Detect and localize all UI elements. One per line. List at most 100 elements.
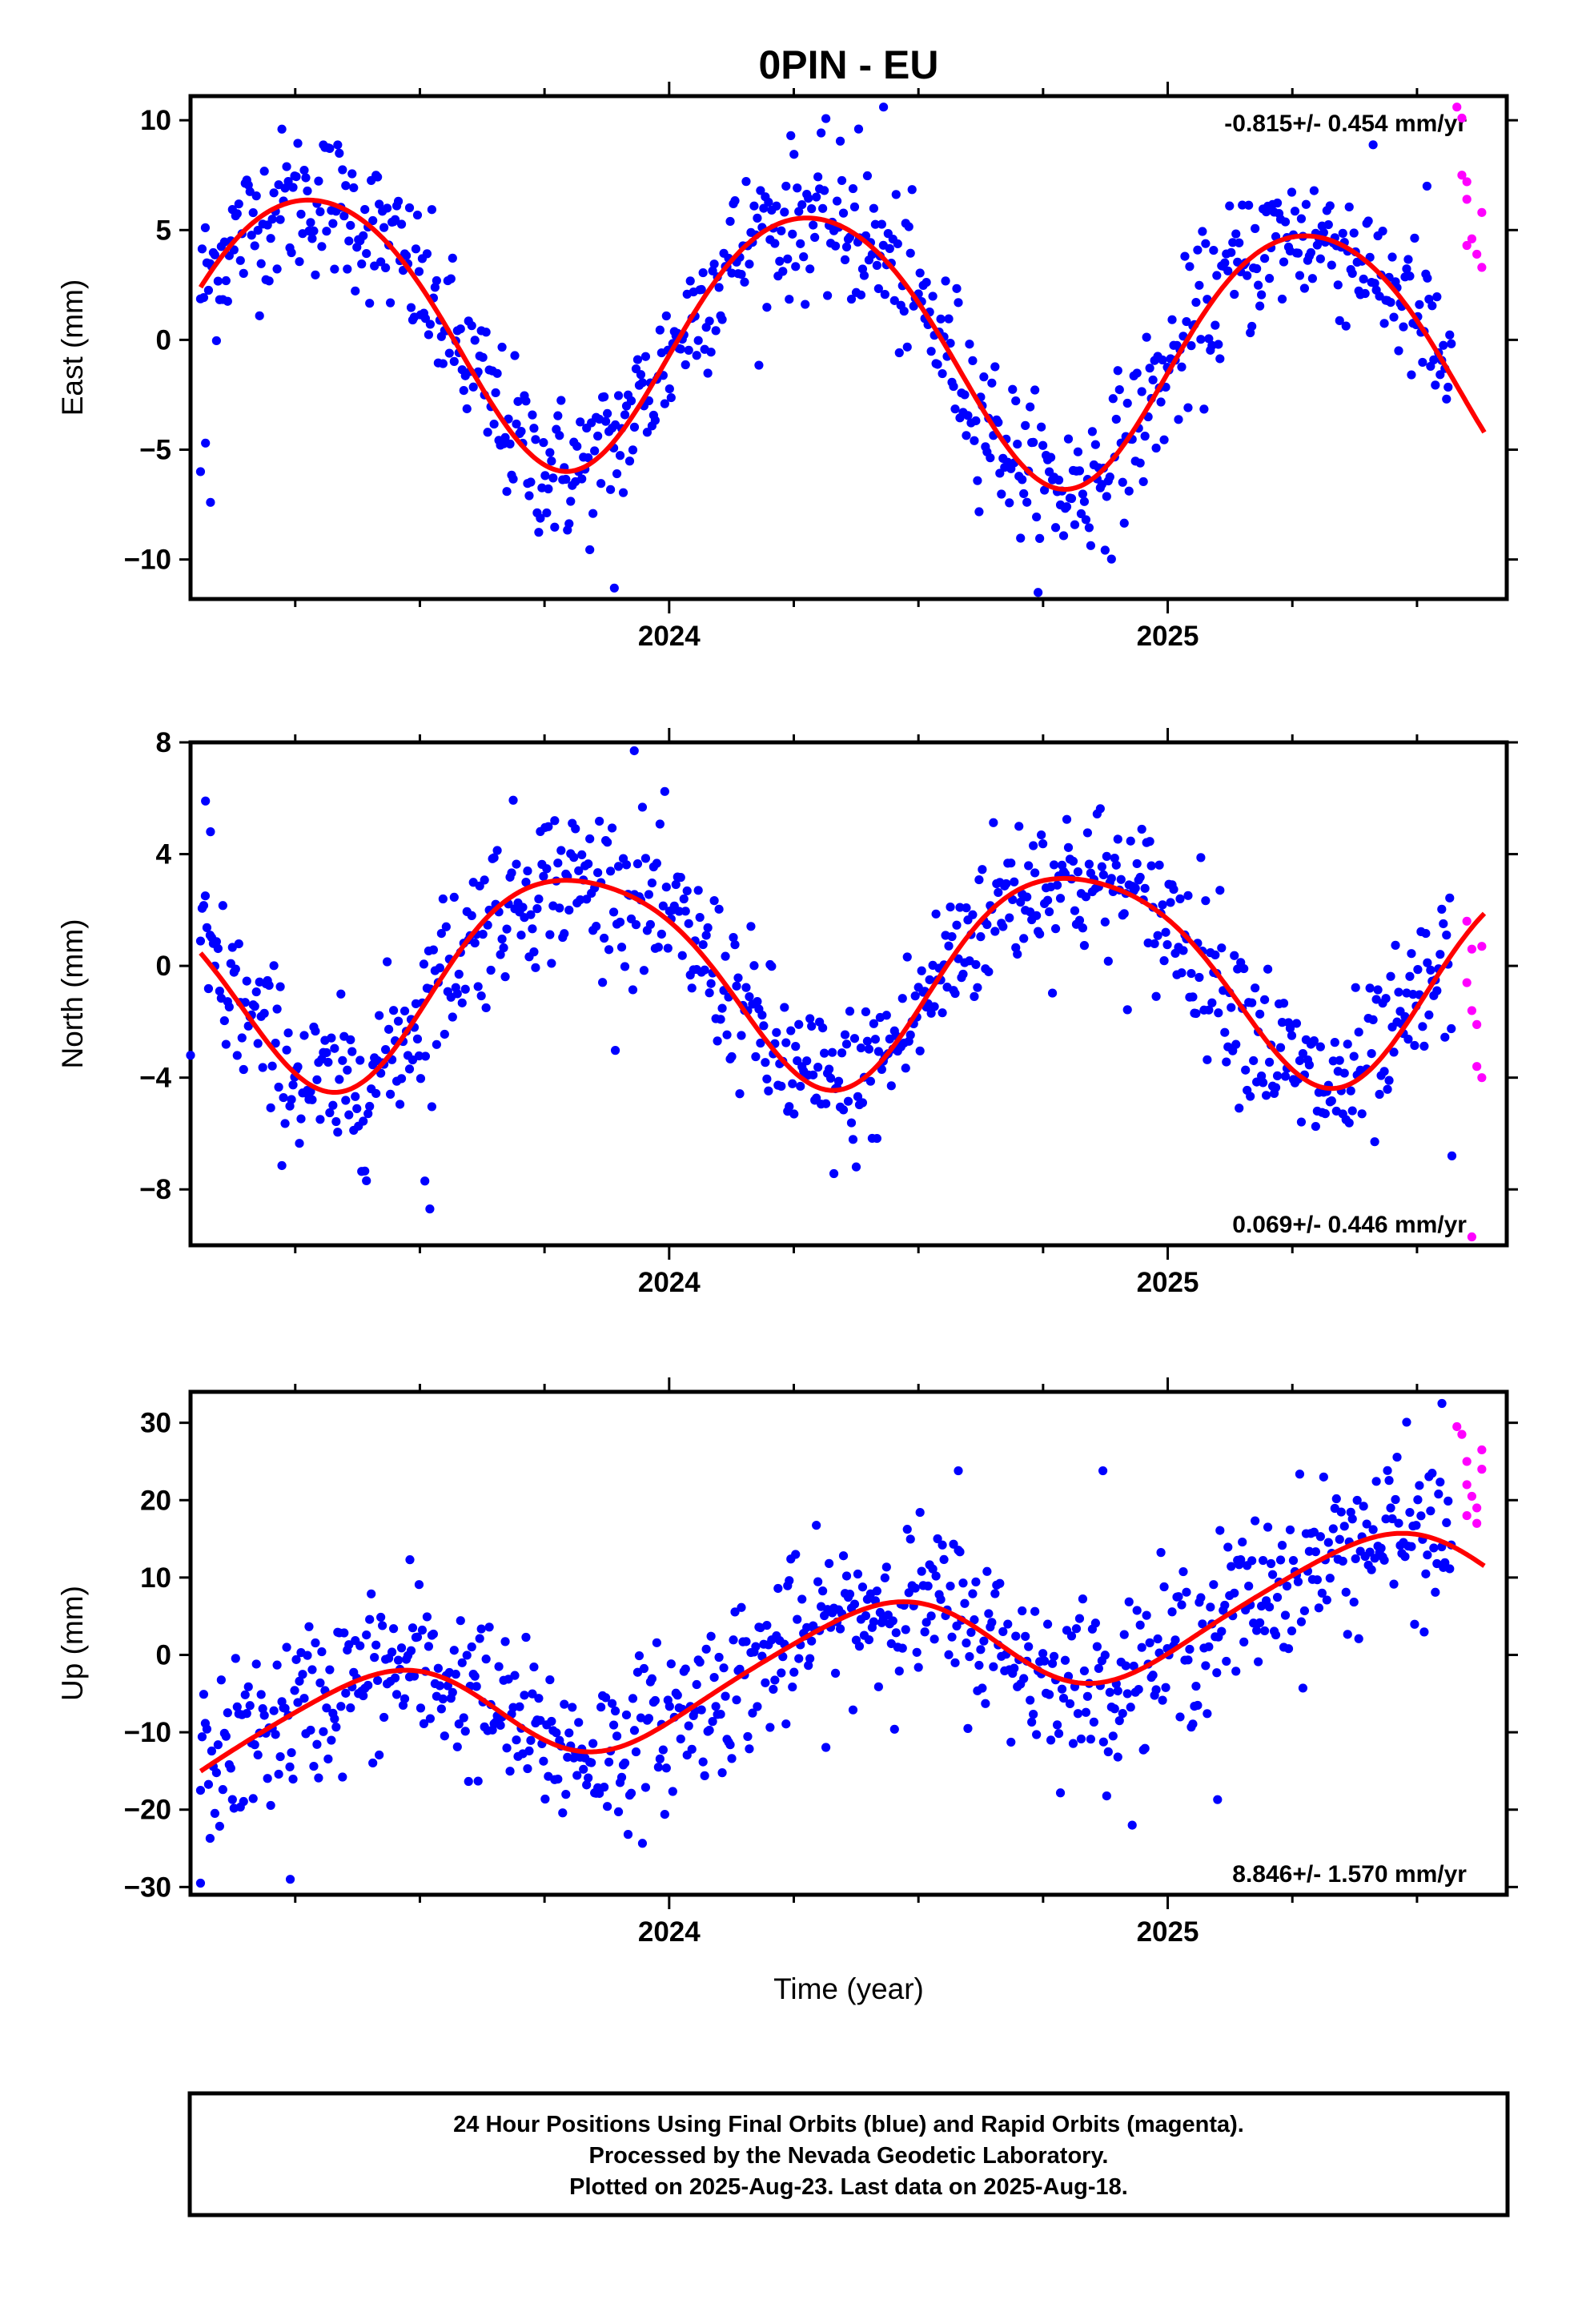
data-point bbox=[762, 1074, 772, 1084]
data-point bbox=[263, 1774, 272, 1783]
data-point bbox=[778, 267, 788, 276]
data-point bbox=[962, 1638, 971, 1648]
data-point bbox=[275, 215, 285, 224]
data-point bbox=[480, 875, 489, 885]
data-point bbox=[457, 1658, 467, 1667]
data-point bbox=[1423, 958, 1432, 967]
y-tick-label: −4 bbox=[139, 1063, 171, 1094]
data-point bbox=[805, 1014, 815, 1023]
data-point bbox=[1259, 1078, 1268, 1088]
data-point bbox=[1044, 1690, 1054, 1699]
rapid-point bbox=[1467, 944, 1477, 954]
data-point bbox=[1432, 986, 1442, 995]
data-point bbox=[291, 1655, 301, 1664]
data-point bbox=[593, 868, 603, 878]
data-point bbox=[926, 1008, 936, 1018]
data-point bbox=[508, 474, 518, 484]
footer-line-3: Plotted on 2025-Aug-23. Last data on 202… bbox=[569, 2174, 1128, 2200]
data-point bbox=[1027, 1717, 1037, 1727]
data-point bbox=[307, 234, 317, 243]
data-point bbox=[287, 1747, 296, 1758]
data-point bbox=[521, 878, 531, 887]
data-point bbox=[1252, 1626, 1262, 1635]
data-point bbox=[245, 187, 255, 196]
rapid-point bbox=[1462, 1510, 1472, 1521]
data-point bbox=[772, 1027, 781, 1037]
data-point bbox=[1188, 992, 1198, 1002]
data-point bbox=[1068, 856, 1078, 866]
data-point bbox=[346, 1703, 355, 1713]
data-point bbox=[596, 479, 606, 489]
data-point bbox=[1029, 841, 1038, 850]
data-point bbox=[408, 1055, 418, 1065]
data-point bbox=[512, 859, 521, 869]
data-point bbox=[946, 338, 955, 348]
data-point bbox=[820, 1048, 829, 1058]
data-point bbox=[390, 1673, 400, 1683]
data-point bbox=[1126, 836, 1135, 846]
data-point bbox=[416, 1703, 426, 1713]
data-point bbox=[1231, 1039, 1241, 1049]
data-point bbox=[1183, 403, 1193, 412]
data-point bbox=[700, 965, 709, 975]
data-point bbox=[777, 1668, 786, 1678]
data-point bbox=[362, 248, 371, 259]
data-point bbox=[926, 1611, 936, 1621]
data-point bbox=[947, 931, 957, 942]
data-point bbox=[240, 1690, 250, 1699]
data-point bbox=[1047, 1659, 1058, 1668]
data-point bbox=[393, 196, 404, 206]
data-point bbox=[1279, 999, 1289, 1008]
data-point bbox=[339, 1628, 349, 1638]
data-point bbox=[325, 1108, 335, 1118]
data-point bbox=[1062, 502, 1072, 512]
data-point bbox=[698, 939, 708, 950]
data-point bbox=[1227, 1003, 1236, 1012]
data-point bbox=[809, 1070, 818, 1080]
data-point bbox=[1203, 1709, 1212, 1719]
data-point bbox=[1293, 1577, 1303, 1586]
data-point bbox=[820, 186, 829, 195]
data-point bbox=[199, 292, 209, 303]
y-tick-label: 0 bbox=[156, 324, 171, 356]
data-point bbox=[1140, 1743, 1150, 1753]
data-point bbox=[385, 298, 396, 308]
data-point bbox=[1178, 1566, 1188, 1577]
data-point bbox=[250, 1740, 259, 1750]
data-point bbox=[267, 215, 277, 224]
data-point bbox=[379, 223, 389, 232]
rapid-point bbox=[1477, 1073, 1487, 1083]
data-point bbox=[1211, 320, 1220, 330]
data-point bbox=[526, 477, 536, 487]
data-point bbox=[907, 185, 917, 195]
data-point bbox=[817, 128, 826, 138]
data-point bbox=[1439, 340, 1448, 350]
data-point bbox=[848, 1135, 858, 1144]
data-point bbox=[1100, 917, 1110, 927]
data-point bbox=[620, 1758, 630, 1768]
data-point bbox=[328, 219, 338, 228]
data-point bbox=[489, 419, 499, 429]
data-point bbox=[676, 344, 685, 354]
data-point bbox=[601, 416, 611, 426]
data-point bbox=[425, 320, 436, 329]
data-point bbox=[856, 1043, 866, 1053]
data-point bbox=[772, 201, 781, 211]
data-point bbox=[272, 1660, 282, 1670]
data-point bbox=[1076, 1734, 1086, 1744]
data-point bbox=[761, 1058, 770, 1068]
data-point bbox=[1295, 1470, 1305, 1479]
data-point bbox=[1055, 1788, 1066, 1798]
data-point bbox=[1415, 300, 1424, 309]
data-point bbox=[1349, 1597, 1359, 1607]
data-point bbox=[359, 1116, 368, 1126]
data-point bbox=[1379, 319, 1389, 328]
data-point bbox=[1183, 1655, 1193, 1665]
data-point bbox=[1191, 1008, 1201, 1019]
data-point bbox=[849, 1599, 860, 1609]
data-point bbox=[376, 257, 386, 267]
data-point bbox=[994, 417, 1003, 427]
data-point bbox=[872, 1133, 881, 1144]
data-point bbox=[1156, 397, 1166, 407]
data-point bbox=[309, 226, 319, 236]
